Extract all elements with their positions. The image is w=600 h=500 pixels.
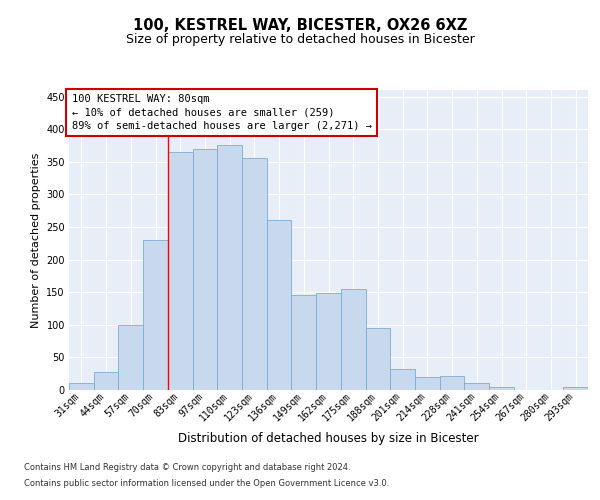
Bar [242, 158, 267, 390]
Bar [168, 152, 193, 390]
Bar [316, 294, 341, 390]
Bar [94, 372, 118, 390]
Bar [365, 328, 390, 390]
Text: 100, KESTREL WAY, BICESTER, OX26 6XZ: 100, KESTREL WAY, BICESTER, OX26 6XZ [133, 18, 467, 32]
Bar [217, 146, 242, 390]
Bar [440, 376, 464, 390]
Bar [341, 289, 365, 390]
Text: 100 KESTREL WAY: 80sqm
← 10% of detached houses are smaller (259)
89% of semi-de: 100 KESTREL WAY: 80sqm ← 10% of detached… [71, 94, 371, 131]
Text: Contains HM Land Registry data © Crown copyright and database right 2024.: Contains HM Land Registry data © Crown c… [24, 464, 350, 472]
Y-axis label: Number of detached properties: Number of detached properties [31, 152, 41, 328]
Bar [464, 383, 489, 390]
Bar [118, 325, 143, 390]
Bar [69, 384, 94, 390]
Bar [489, 386, 514, 390]
Bar [267, 220, 292, 390]
Bar [143, 240, 168, 390]
Text: Contains public sector information licensed under the Open Government Licence v3: Contains public sector information licen… [24, 478, 389, 488]
Bar [563, 388, 588, 390]
Bar [390, 369, 415, 390]
Bar [415, 377, 440, 390]
Bar [292, 296, 316, 390]
X-axis label: Distribution of detached houses by size in Bicester: Distribution of detached houses by size … [178, 432, 479, 444]
Bar [193, 148, 217, 390]
Text: Size of property relative to detached houses in Bicester: Size of property relative to detached ho… [125, 32, 475, 46]
